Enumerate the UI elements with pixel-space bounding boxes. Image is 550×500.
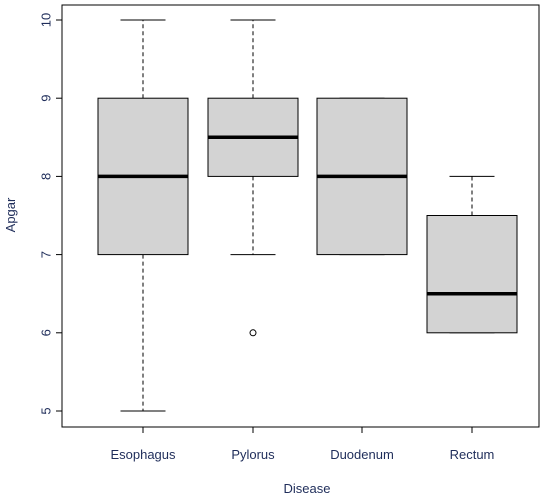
outlier-point bbox=[249, 329, 257, 337]
iqr-box bbox=[426, 215, 518, 334]
x-axis-title: Disease bbox=[284, 481, 331, 496]
y-axis-title: Apgar bbox=[3, 197, 18, 232]
box-esophagus bbox=[97, 19, 189, 412]
x-axis: Esophagus Pylorus Duodenum Rectum bbox=[110, 426, 495, 462]
x-tick-label: Pylorus bbox=[231, 447, 275, 462]
x-tick-label: Rectum bbox=[450, 447, 495, 462]
y-tick-label: 7 bbox=[39, 251, 54, 258]
box-duodenum bbox=[316, 97, 408, 256]
y-tick-label: 5 bbox=[39, 407, 54, 414]
y-tick-label: 9 bbox=[39, 95, 54, 102]
box-pylorus bbox=[207, 19, 299, 337]
box-series bbox=[97, 19, 518, 412]
x-tick-label: Esophagus bbox=[110, 447, 176, 462]
y-tick-label: 6 bbox=[39, 329, 54, 336]
y-axis: 5 6 7 8 9 10 bbox=[39, 13, 63, 415]
x-tick-label: Duodenum bbox=[330, 447, 394, 462]
box-rectum bbox=[426, 175, 518, 334]
y-tick-label: 8 bbox=[39, 173, 54, 180]
y-tick-label: 10 bbox=[39, 13, 54, 27]
